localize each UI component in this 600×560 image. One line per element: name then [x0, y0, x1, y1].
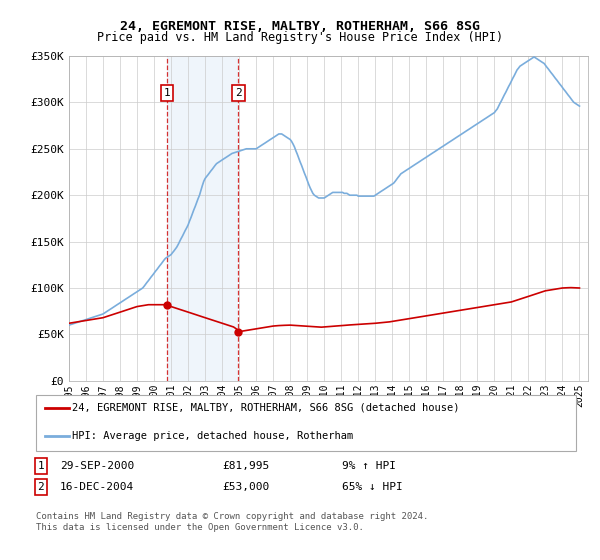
Text: 16-DEC-2004: 16-DEC-2004	[60, 482, 134, 492]
Text: 9% ↑ HPI: 9% ↑ HPI	[342, 461, 396, 471]
Text: HPI: Average price, detached house, Rotherham: HPI: Average price, detached house, Roth…	[72, 431, 353, 441]
Text: 24, EGREMONT RISE, MALTBY, ROTHERHAM, S66 8SG: 24, EGREMONT RISE, MALTBY, ROTHERHAM, S6…	[120, 20, 480, 32]
Text: 1: 1	[163, 88, 170, 98]
Text: Price paid vs. HM Land Registry's House Price Index (HPI): Price paid vs. HM Land Registry's House …	[97, 31, 503, 44]
Text: 29-SEP-2000: 29-SEP-2000	[60, 461, 134, 471]
Text: £53,000: £53,000	[222, 482, 269, 492]
Text: 24, EGREMONT RISE, MALTBY, ROTHERHAM, S66 8SG (detached house): 24, EGREMONT RISE, MALTBY, ROTHERHAM, S6…	[72, 403, 460, 413]
Text: £81,995: £81,995	[222, 461, 269, 471]
Text: 2: 2	[37, 482, 44, 492]
Bar	[167, 56, 238, 381]
Text: Contains HM Land Registry data © Crown copyright and database right 2024.
This d: Contains HM Land Registry data © Crown c…	[36, 512, 428, 532]
Text: 2: 2	[235, 88, 242, 98]
Text: 65% ↓ HPI: 65% ↓ HPI	[342, 482, 403, 492]
Text: 1: 1	[37, 461, 44, 471]
